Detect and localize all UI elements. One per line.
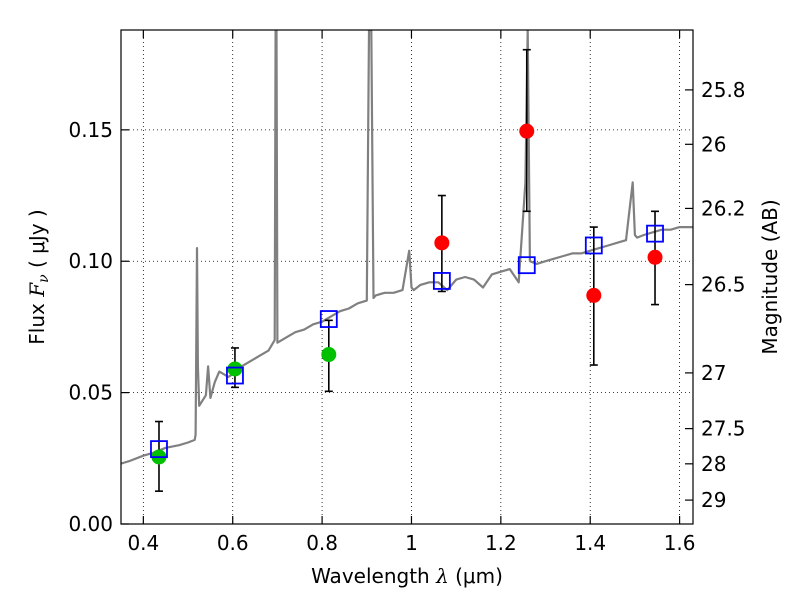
y2-tick-label: 29 <box>701 488 726 512</box>
green-data-point <box>321 347 337 363</box>
grid <box>121 30 693 525</box>
y2-tick-label: 27 <box>701 361 726 385</box>
y-tick-label: 0.15 <box>68 118 113 142</box>
y2-tick-label: 27.5 <box>701 417 746 441</box>
x-tick-label: 1 <box>405 531 418 555</box>
plot-frame <box>120 29 694 525</box>
model-point <box>517 256 536 275</box>
red-data-point <box>586 287 602 303</box>
red-data-point <box>519 123 535 139</box>
model-point <box>150 440 168 459</box>
spectrum-line <box>121 30 693 465</box>
plot-region <box>121 30 693 492</box>
y2-tick-label: 26.2 <box>701 196 746 220</box>
y2-tick-label: 26 <box>701 132 726 156</box>
x-tick-label: 0.6 <box>217 531 249 555</box>
y2-tick-label: 28 <box>701 452 726 476</box>
y-axis-title: Flux Fν ( μJy ) <box>25 209 52 344</box>
x-axis-title: Wavelength λ (μm) <box>311 564 503 588</box>
y-tick-label: 0.10 <box>68 249 113 273</box>
x-tick-label: 0.4 <box>127 531 159 555</box>
model-point <box>646 224 664 243</box>
y2-axis-ticks: 25.8 26 26.2 26.5 27 27.5 28 29 <box>685 78 746 512</box>
red-data-point <box>434 235 450 251</box>
y-tick-label: 0.00 <box>68 512 113 536</box>
model-point <box>226 366 244 385</box>
x-tick-label: 0.8 <box>306 531 338 555</box>
red-data-point <box>647 249 663 265</box>
y2-tick-label: 25.8 <box>701 78 746 102</box>
x-tick-label: 1.4 <box>574 531 606 555</box>
y2-axis-title: Magnitude (AB) <box>758 199 782 354</box>
x-tick-label: 1.6 <box>664 531 696 555</box>
y-axis-ticks: 0.00 0.05 0.10 0.15 <box>68 118 129 536</box>
model-point <box>584 236 603 255</box>
model-point <box>319 310 338 328</box>
x-tick-label: 1.2 <box>485 531 517 555</box>
x-axis-ticks: 0.4 0.6 0.8 1 1.2 1.4 1.6 <box>127 30 696 555</box>
y2-tick-label: 26.5 <box>701 273 746 297</box>
model-point <box>432 272 451 290</box>
y-tick-label: 0.05 <box>68 381 113 405</box>
green-data-point <box>227 361 243 377</box>
